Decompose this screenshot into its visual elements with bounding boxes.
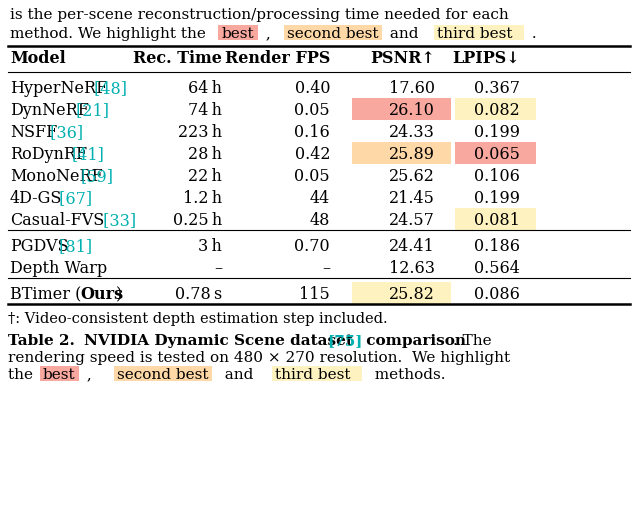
Text: the: the xyxy=(8,368,38,382)
Text: Render FPS: Render FPS xyxy=(225,50,330,67)
Bar xyxy=(284,25,382,40)
Text: 48: 48 xyxy=(310,212,330,229)
Text: NSFF: NSFF xyxy=(10,124,57,141)
Text: 0.70: 0.70 xyxy=(294,238,330,255)
Bar xyxy=(40,366,79,381)
Text: 0.081: 0.081 xyxy=(474,212,520,229)
Text: [81]: [81] xyxy=(54,238,92,255)
Text: RoDynRF: RoDynRF xyxy=(10,146,87,163)
Bar xyxy=(272,366,362,381)
Bar xyxy=(352,98,451,120)
Text: 28 h: 28 h xyxy=(188,146,222,163)
Text: 0.186: 0.186 xyxy=(474,238,520,255)
Text: [59]: [59] xyxy=(80,168,113,185)
Text: 0.086: 0.086 xyxy=(474,286,520,303)
Text: LPIPS↓: LPIPS↓ xyxy=(452,50,520,67)
Text: 12.63: 12.63 xyxy=(389,260,435,277)
Text: Casual-FVS: Casual-FVS xyxy=(10,212,104,229)
Text: 0.106: 0.106 xyxy=(474,168,520,185)
Text: BTimer (: BTimer ( xyxy=(10,286,81,303)
Text: 0.78 s: 0.78 s xyxy=(175,286,222,303)
Text: ,: , xyxy=(82,368,102,382)
Text: . The: . The xyxy=(453,334,492,348)
Text: Depth Warp: Depth Warp xyxy=(10,260,107,277)
Text: NVIDIA Dynamic Scene dataset: NVIDIA Dynamic Scene dataset xyxy=(84,334,358,348)
Text: 26.10: 26.10 xyxy=(389,102,435,119)
Text: [36]: [36] xyxy=(45,124,83,141)
Text: 24.57: 24.57 xyxy=(389,212,435,229)
Text: 0.082: 0.082 xyxy=(474,102,520,119)
Text: [67]: [67] xyxy=(54,190,92,207)
Bar xyxy=(352,282,451,304)
Text: [48]: [48] xyxy=(89,80,127,97)
Text: second best: second best xyxy=(117,368,209,382)
Text: 74 h: 74 h xyxy=(188,102,222,119)
Text: [41]: [41] xyxy=(72,146,104,163)
Text: third best: third best xyxy=(436,27,512,41)
Text: 0.564: 0.564 xyxy=(474,260,520,277)
Text: 0.05: 0.05 xyxy=(294,168,330,185)
Bar xyxy=(434,25,524,40)
Text: Model: Model xyxy=(10,50,66,67)
Text: †: Video-consistent depth estimation step included.: †: Video-consistent depth estimation ste… xyxy=(8,312,388,326)
Text: rendering speed is tested on 480 × 270 resolution.  We highlight: rendering speed is tested on 480 × 270 r… xyxy=(8,351,510,365)
Text: comparison: comparison xyxy=(361,334,466,348)
Text: 3 h: 3 h xyxy=(198,238,222,255)
Text: 0.199: 0.199 xyxy=(474,124,520,141)
Text: MonoNeRF: MonoNeRF xyxy=(10,168,103,185)
Bar xyxy=(218,25,258,40)
Bar xyxy=(352,142,451,164)
Text: 25.89: 25.89 xyxy=(389,146,435,163)
Text: 4D-GS: 4D-GS xyxy=(10,190,62,207)
Text: and: and xyxy=(215,368,264,382)
Text: 115: 115 xyxy=(300,286,330,303)
Text: ): ) xyxy=(115,286,122,303)
Text: 24.33: 24.33 xyxy=(389,124,435,141)
Text: best: best xyxy=(221,27,253,41)
Text: 0.065: 0.065 xyxy=(474,146,520,163)
Text: is the per-scene reconstruction/processing time needed for each: is the per-scene reconstruction/processi… xyxy=(10,8,509,22)
Text: 17.60: 17.60 xyxy=(389,80,435,97)
Text: –: – xyxy=(214,260,222,277)
Text: PSNR↑: PSNR↑ xyxy=(371,50,435,67)
Text: PGDVS: PGDVS xyxy=(10,238,68,255)
Text: methods.: methods. xyxy=(365,368,445,382)
Text: 64 h: 64 h xyxy=(188,80,222,97)
Text: method. We highlight the: method. We highlight the xyxy=(10,27,211,41)
Text: second best: second best xyxy=(287,27,378,41)
Text: and: and xyxy=(385,27,429,41)
Text: HyperNeRF: HyperNeRF xyxy=(10,80,108,97)
Text: –: – xyxy=(322,260,330,277)
Text: 25.62: 25.62 xyxy=(389,168,435,185)
Text: [33]: [33] xyxy=(98,212,136,229)
Text: third best: third best xyxy=(275,368,351,382)
Bar xyxy=(455,142,536,164)
Text: .: . xyxy=(527,27,536,41)
Text: 22 h: 22 h xyxy=(188,168,222,185)
Text: 1.2 h: 1.2 h xyxy=(183,190,222,207)
Text: 25.82: 25.82 xyxy=(389,286,435,303)
Text: [75]: [75] xyxy=(327,334,363,348)
Text: 223 h: 223 h xyxy=(178,124,222,141)
Text: 44: 44 xyxy=(310,190,330,207)
Text: Rec. Time: Rec. Time xyxy=(133,50,222,67)
Text: 0.05: 0.05 xyxy=(294,102,330,119)
Text: 24.41: 24.41 xyxy=(389,238,435,255)
Text: DynNeRF: DynNeRF xyxy=(10,102,89,119)
Text: [21]: [21] xyxy=(72,102,109,119)
Text: Ours: Ours xyxy=(80,286,124,303)
Text: best: best xyxy=(43,368,76,382)
Text: 0.42: 0.42 xyxy=(294,146,330,163)
Bar xyxy=(114,366,212,381)
Text: 21.45: 21.45 xyxy=(389,190,435,207)
Text: 0.16: 0.16 xyxy=(294,124,330,141)
Text: 0.199: 0.199 xyxy=(474,190,520,207)
Text: 0.25 h: 0.25 h xyxy=(173,212,222,229)
Bar xyxy=(455,208,536,230)
Bar xyxy=(455,98,536,120)
Text: 0.40: 0.40 xyxy=(294,80,330,97)
Text: 0.367: 0.367 xyxy=(474,80,520,97)
Text: ,: , xyxy=(260,27,275,41)
Text: Table 2.: Table 2. xyxy=(8,334,80,348)
